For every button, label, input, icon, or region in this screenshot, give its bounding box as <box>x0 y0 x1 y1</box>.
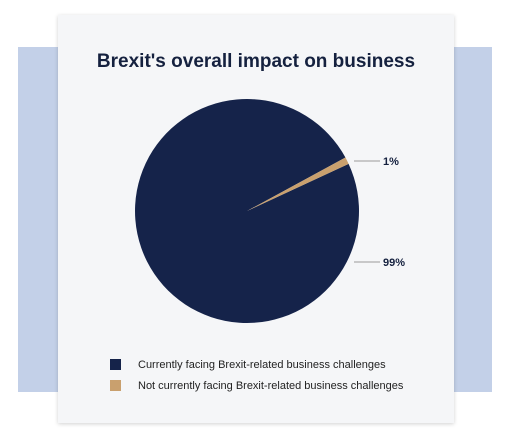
legend-label: Currently facing Brexit-related business… <box>138 358 386 371</box>
pie-slice-currently-facing <box>135 99 360 324</box>
legend: Currently facing Brexit-related business… <box>110 354 403 396</box>
legend-label: Not currently facing Brexit-related busi… <box>138 379 404 392</box>
legend-swatch <box>110 359 121 370</box>
legend-item: Not currently facing Brexit-related busi… <box>110 375 403 396</box>
legend-item: Currently facing Brexit-related business… <box>110 354 403 375</box>
chart-card: Brexit's overall impact on business 1% 99… <box>58 15 454 423</box>
pie-chart: 1% 99% <box>135 99 405 324</box>
chart-title: Brexit's overall impact on business <box>96 51 416 72</box>
data-label-1-percent: 1% <box>383 156 399 168</box>
pie-slice-not-currently-facing <box>247 157 349 211</box>
data-label-99-percent: 99% <box>383 257 405 269</box>
legend-swatch <box>110 380 121 391</box>
